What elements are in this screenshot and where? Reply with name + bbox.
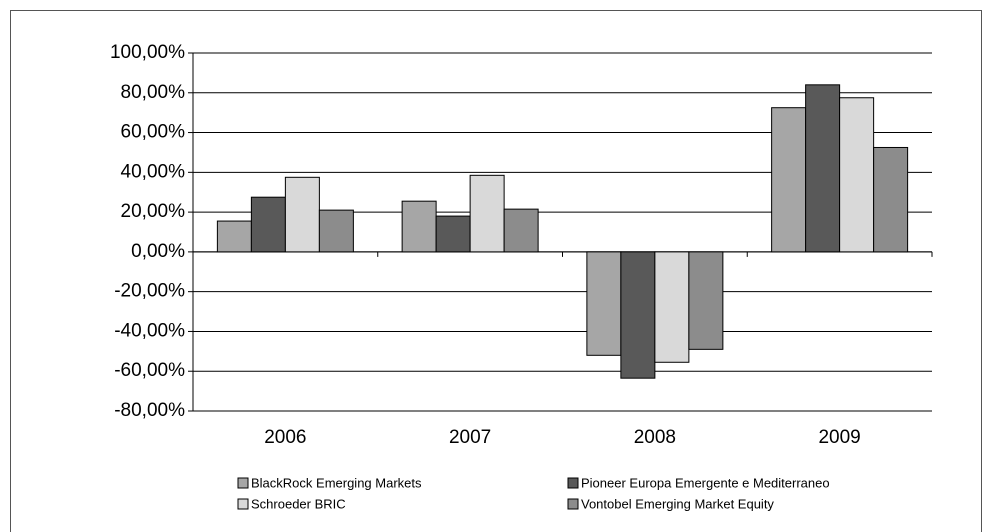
chart-frame	[10, 10, 982, 532]
bar	[805, 84, 841, 253]
legend-swatch	[237, 477, 249, 489]
bar	[284, 176, 320, 253]
bar	[839, 97, 875, 253]
x-tick-label: 2008	[634, 427, 676, 448]
bar	[435, 215, 471, 253]
bar	[250, 196, 286, 253]
y-tick-label: 60,00%	[121, 122, 186, 143]
bar	[318, 209, 354, 253]
y-tick-label: 40,00%	[121, 161, 186, 182]
bar	[688, 251, 724, 350]
legend-label: Vontobel Emerging Market Equity	[581, 496, 774, 511]
bar	[873, 146, 909, 253]
x-tick-label: 2009	[818, 427, 860, 448]
y-tick-label: 0,00%	[131, 241, 185, 262]
y-tick-label: -20,00%	[114, 281, 185, 302]
legend-swatch	[567, 498, 579, 510]
legend-label: BlackRock Emerging Markets	[251, 475, 422, 490]
bar	[216, 220, 252, 253]
y-tick-label: 100,00%	[110, 42, 185, 63]
bar	[503, 208, 539, 253]
bar	[771, 107, 807, 253]
bar	[620, 251, 656, 379]
bar	[586, 251, 622, 356]
legend-swatch	[567, 477, 579, 489]
y-tick-label: -60,00%	[114, 360, 185, 381]
bar	[469, 174, 505, 253]
bar	[401, 200, 437, 253]
x-tick-label: 2007	[449, 427, 491, 448]
y-tick-label: -40,00%	[114, 320, 185, 341]
y-tick-label: 80,00%	[121, 82, 186, 103]
y-tick-label: 20,00%	[121, 201, 186, 222]
y-tick-label: -80,00%	[114, 400, 185, 421]
legend-label: Schroeder BRIC	[251, 496, 346, 511]
bar	[654, 251, 690, 363]
x-tick-label: 2006	[264, 427, 306, 448]
legend-swatch	[237, 498, 249, 510]
legend-label: Pioneer Europa Emergente e Mediterraneo	[581, 475, 830, 490]
